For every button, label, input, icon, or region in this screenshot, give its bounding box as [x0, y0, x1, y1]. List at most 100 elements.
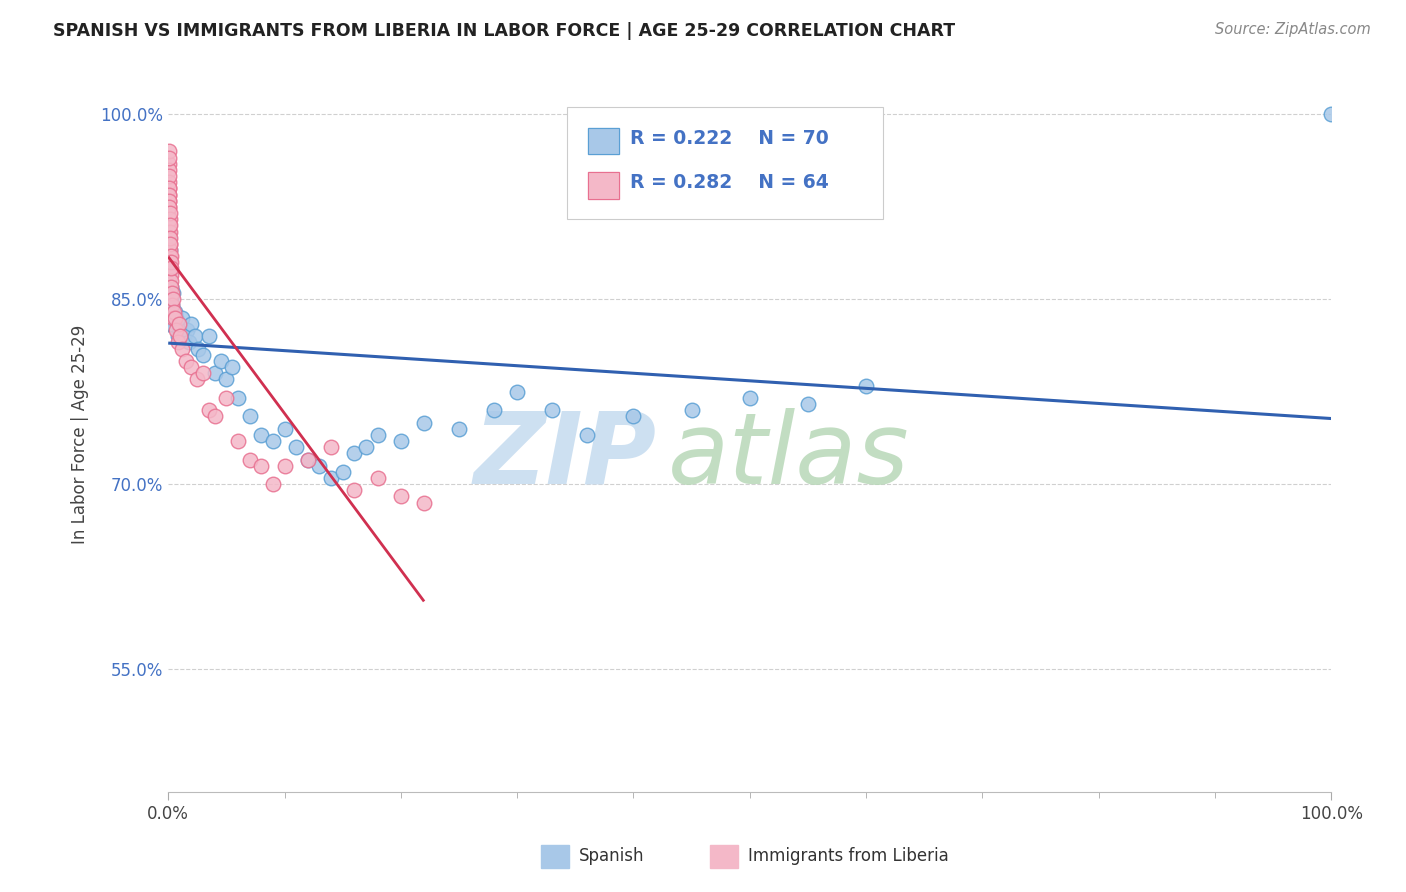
Point: [204, 409, 226, 424]
Point: [186, 372, 208, 386]
Point: [160, 280, 183, 294]
Point: [198, 403, 221, 417]
Point: [262, 477, 284, 491]
Point: [159, 225, 181, 239]
Point: [159, 298, 181, 312]
Point: [160, 293, 183, 307]
Point: [157, 145, 180, 159]
Point: [297, 452, 319, 467]
Point: [157, 169, 180, 183]
Point: [157, 249, 180, 263]
Point: [159, 243, 181, 257]
Point: [157, 206, 180, 220]
Point: [250, 428, 273, 442]
Point: [157, 219, 180, 233]
Text: R = 0.282    N = 64: R = 0.282 N = 64: [630, 173, 828, 193]
Point: [180, 360, 202, 375]
Point: [162, 304, 184, 318]
Point: [239, 452, 262, 467]
Point: [226, 434, 249, 448]
Point: [157, 317, 180, 331]
Point: [179, 335, 201, 350]
Point: [159, 274, 181, 288]
Point: [157, 212, 180, 227]
Point: [160, 298, 183, 312]
Point: [157, 304, 180, 318]
Point: [165, 310, 187, 325]
Point: [273, 458, 295, 473]
Point: [172, 342, 194, 356]
Point: [285, 440, 308, 454]
Point: [157, 175, 180, 189]
Point: [191, 348, 214, 362]
Point: [413, 496, 436, 510]
Point: [173, 329, 195, 343]
Point: [159, 200, 181, 214]
Point: [184, 329, 207, 343]
Point: [319, 471, 342, 485]
Point: [191, 366, 214, 380]
Point: [159, 261, 181, 276]
Point: [159, 261, 181, 276]
Point: [187, 342, 209, 356]
Point: [447, 422, 470, 436]
Text: SPANISH VS IMMIGRANTS FROM LIBERIA IN LABOR FORCE | AGE 25-29 CORRELATION CHART: SPANISH VS IMMIGRANTS FROM LIBERIA IN LA…: [53, 22, 956, 40]
Point: [681, 403, 703, 417]
Text: R = 0.222    N = 70: R = 0.222 N = 70: [630, 128, 828, 148]
Point: [389, 490, 412, 504]
Point: [169, 323, 191, 337]
Point: [167, 317, 190, 331]
Point: [159, 286, 181, 301]
Point: [174, 354, 197, 368]
Point: [167, 317, 190, 331]
Point: [160, 280, 183, 294]
Point: [343, 483, 366, 498]
Point: [159, 293, 181, 307]
Point: [204, 366, 226, 380]
Point: [180, 317, 202, 331]
Point: [541, 403, 564, 417]
Point: [367, 471, 389, 485]
Point: [166, 335, 188, 350]
Text: atlas: atlas: [668, 408, 910, 505]
Point: [159, 230, 181, 244]
Text: Spanish: Spanish: [579, 847, 645, 865]
Point: [163, 304, 186, 318]
Point: [157, 230, 180, 244]
Point: [160, 261, 183, 276]
Point: [165, 323, 187, 337]
Point: [157, 293, 180, 307]
Point: [169, 329, 191, 343]
Point: [159, 236, 181, 251]
Point: [159, 255, 181, 269]
Point: [159, 310, 181, 325]
Point: [157, 181, 180, 195]
Point: [855, 378, 877, 392]
Point: [159, 225, 181, 239]
Point: [159, 280, 181, 294]
Point: [343, 446, 366, 460]
Point: [162, 298, 184, 312]
Point: [159, 212, 181, 227]
Point: [239, 409, 262, 424]
Point: [209, 354, 232, 368]
Point: [198, 329, 221, 343]
Point: [160, 286, 183, 301]
Point: [166, 329, 188, 343]
Y-axis label: In Labor Force | Age 25-29: In Labor Force | Age 25-29: [72, 326, 89, 544]
Text: ZIP: ZIP: [474, 408, 657, 505]
Point: [575, 428, 598, 442]
Point: [165, 304, 187, 318]
Point: [506, 384, 529, 399]
Point: [159, 236, 181, 251]
Point: [159, 206, 181, 220]
Point: [162, 293, 184, 307]
Point: [273, 422, 295, 436]
Point: [413, 416, 436, 430]
Point: [159, 317, 181, 331]
Text: Immigrants from Liberia: Immigrants from Liberia: [748, 847, 949, 865]
Point: [159, 249, 181, 263]
Point: [157, 200, 180, 214]
Point: [262, 434, 284, 448]
Point: [162, 286, 184, 301]
